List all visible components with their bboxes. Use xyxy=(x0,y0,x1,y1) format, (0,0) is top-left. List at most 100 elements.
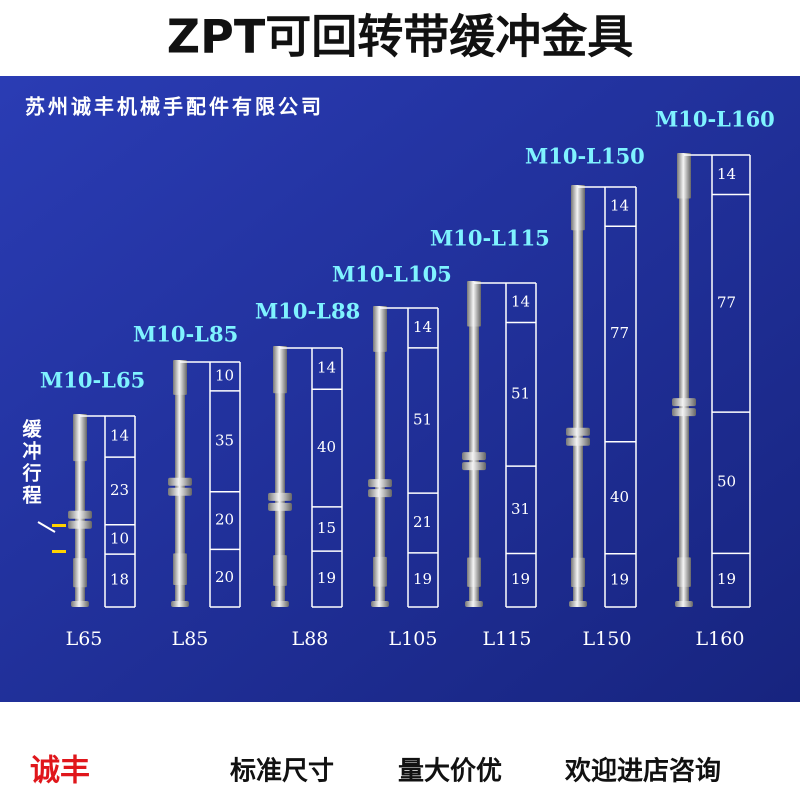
fitting xyxy=(271,601,289,607)
rod xyxy=(275,358,285,607)
rod-tip xyxy=(173,360,187,395)
length-label: L88 xyxy=(292,628,329,650)
rod-tip xyxy=(73,414,87,462)
model: M10-L88 xyxy=(255,299,360,324)
segment-length: 14 xyxy=(511,293,530,311)
side-label-char: 程 xyxy=(22,485,41,507)
watermark: 盗图必究 xyxy=(697,704,769,726)
segment-length: 15 xyxy=(317,519,336,537)
fitting xyxy=(73,558,87,588)
length-label: L105 xyxy=(389,628,438,650)
nut xyxy=(672,408,696,417)
nut xyxy=(566,427,590,436)
fitting xyxy=(569,601,587,607)
model: M10-L115 xyxy=(430,226,550,251)
segment-length: 31 xyxy=(511,500,530,518)
segment-length: 19 xyxy=(717,570,736,588)
pointer xyxy=(37,521,56,533)
segment-length: 40 xyxy=(610,488,629,506)
nut xyxy=(268,492,292,501)
nut xyxy=(168,487,192,496)
nut xyxy=(672,398,696,407)
nut xyxy=(268,502,292,511)
length-label: L115 xyxy=(483,628,532,650)
segment-length: 14 xyxy=(413,318,432,336)
rod xyxy=(679,165,689,607)
side-label-char: 冲 xyxy=(22,440,41,463)
nut xyxy=(368,489,392,498)
model: M10-L105 xyxy=(332,262,452,287)
segment-length: 18 xyxy=(110,571,129,589)
slogan: 标准尺寸 xyxy=(230,757,334,787)
company: 苏州诚丰机械手配件有限公司 xyxy=(25,95,324,119)
fitting xyxy=(675,601,693,607)
nut xyxy=(462,452,486,461)
nut xyxy=(68,510,92,519)
material: 铜镀镍/不锈钢材质可选 xyxy=(30,703,237,727)
nut xyxy=(566,437,590,446)
segment-length: 20 xyxy=(215,511,234,529)
stroke-mark xyxy=(52,550,66,553)
non-rotating: K:不回转 xyxy=(525,703,609,727)
side-label-char: 行 xyxy=(21,462,41,485)
model: M10-L85 xyxy=(133,322,238,347)
segment-length: 19 xyxy=(413,570,432,588)
rod-tip xyxy=(677,153,691,199)
length-label: L65 xyxy=(66,628,103,650)
segment-length: 19 xyxy=(511,570,530,588)
segment-length: 35 xyxy=(215,431,234,449)
segment-length: 10 xyxy=(215,366,234,384)
fitting xyxy=(467,557,481,587)
fitting xyxy=(71,601,89,607)
model: M10-L65 xyxy=(40,368,145,393)
length-label: L85 xyxy=(172,628,209,650)
segment-length: 51 xyxy=(511,384,530,402)
nut xyxy=(462,462,486,471)
nut xyxy=(168,477,192,486)
rod-tip xyxy=(373,306,387,352)
segment-length: 77 xyxy=(717,293,736,311)
segment-length: 40 xyxy=(317,438,336,456)
fitting xyxy=(465,601,483,607)
segment-length: 77 xyxy=(610,324,629,342)
side-label-char: 缓 xyxy=(22,418,42,441)
fitting xyxy=(273,555,287,586)
segment-length: 23 xyxy=(110,481,129,499)
rod xyxy=(573,197,583,607)
model: M10-L160 xyxy=(655,107,775,132)
blue-panel xyxy=(0,76,800,702)
stroke-mark xyxy=(52,524,66,527)
slogan: 欢迎进店咨询 xyxy=(564,756,721,787)
slogan: 量大价优 xyxy=(398,757,502,787)
segment-length: 51 xyxy=(413,410,432,428)
segment-length: 14 xyxy=(110,427,129,445)
segment-length: 10 xyxy=(110,529,129,547)
segment-length: 19 xyxy=(610,570,629,588)
length-label: L150 xyxy=(583,628,632,650)
segment-length: 21 xyxy=(413,513,432,531)
brand: 诚丰 xyxy=(30,754,90,789)
rod xyxy=(469,293,479,607)
segment-length: 14 xyxy=(610,197,629,215)
rod-tip xyxy=(571,185,585,231)
segment-length: 14 xyxy=(717,165,736,183)
rotating: J:可回转 xyxy=(398,703,475,727)
nut xyxy=(368,479,392,488)
fitting xyxy=(371,601,389,607)
segment-length: 14 xyxy=(317,359,336,377)
rod xyxy=(375,318,385,607)
length-label: L160 xyxy=(696,628,745,650)
fitting xyxy=(173,553,187,586)
rod-tip xyxy=(273,346,287,394)
fitting xyxy=(373,556,387,587)
fitting xyxy=(677,557,691,587)
fitting xyxy=(171,601,189,607)
fitting xyxy=(571,557,585,588)
model: M10-L150 xyxy=(525,144,645,169)
nut xyxy=(68,520,92,529)
title: ZPT可回转带缓冲金具 xyxy=(167,10,633,64)
rod-tip xyxy=(467,281,481,327)
segment-length: 19 xyxy=(317,569,336,587)
